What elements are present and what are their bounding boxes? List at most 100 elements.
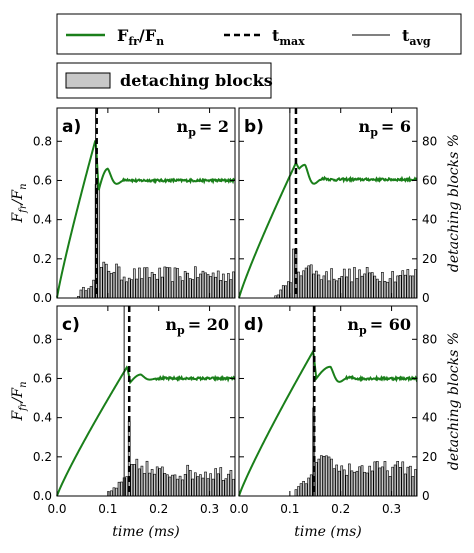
bar <box>342 469 346 497</box>
bar <box>117 481 121 497</box>
bar <box>153 274 156 299</box>
x-axis-label: time (ms) <box>112 524 180 540</box>
bar <box>206 274 210 299</box>
bar <box>221 273 225 299</box>
bar <box>325 271 328 299</box>
bar <box>330 268 333 299</box>
bar <box>312 273 316 299</box>
ylabel-sub2: n <box>18 381 29 387</box>
bar <box>206 478 210 497</box>
bar <box>120 279 123 299</box>
bar <box>317 274 321 299</box>
bar <box>196 476 200 497</box>
y-tick-label: 0.4 <box>33 213 52 227</box>
bar <box>348 463 351 497</box>
bar <box>378 281 382 299</box>
bar <box>403 473 407 497</box>
bar <box>168 476 172 497</box>
x-tick-label: 0.3 <box>382 502 401 516</box>
panel-d: 0.0 0.1 0.2 0.3 0 20 40 60 80 d) np = 60 detaching b… <box>229 305 462 540</box>
np-sub: p <box>177 324 185 337</box>
legend-label-bars: detaching blocks <box>120 71 273 90</box>
bar <box>302 480 305 497</box>
bar <box>358 466 361 497</box>
bar <box>332 468 336 497</box>
bar <box>150 469 154 497</box>
bar <box>370 470 374 497</box>
x-tick-label: 0.1 <box>98 502 117 516</box>
bar <box>227 473 230 497</box>
bar <box>112 487 116 497</box>
bar <box>322 455 326 497</box>
bar <box>358 269 361 299</box>
bar <box>360 275 364 299</box>
x-tick-label: 0.2 <box>149 502 168 516</box>
legend-top: Ffr/Fn tmax tavg <box>56 13 462 55</box>
bar <box>393 281 397 299</box>
bar <box>320 279 323 299</box>
bar <box>176 268 179 299</box>
legend-label-friction: Ffr/Fn <box>117 26 164 48</box>
ylabel-main: F <box>10 410 26 422</box>
y-right-tick-label: 80 <box>422 134 437 148</box>
bar <box>112 271 116 299</box>
bar <box>125 476 129 497</box>
bar <box>403 274 407 299</box>
bar <box>99 266 103 299</box>
bar <box>183 271 187 299</box>
bar <box>110 273 113 299</box>
bar <box>211 272 215 299</box>
bar <box>155 466 159 497</box>
x-tick-label: 0.1 <box>280 502 299 516</box>
bar <box>302 270 305 299</box>
bar <box>232 478 235 497</box>
plot-frame <box>56 305 236 497</box>
bar <box>383 281 387 299</box>
np-sub: p <box>359 324 367 337</box>
bar <box>279 289 283 299</box>
bar <box>153 473 156 497</box>
bar <box>150 272 154 299</box>
bar <box>132 464 136 497</box>
bar <box>342 268 346 299</box>
bar <box>292 248 295 299</box>
bar <box>348 268 351 299</box>
np-sub: p <box>370 126 378 139</box>
bar <box>406 466 410 497</box>
y-axis-label: Ffr/Fn <box>10 381 29 421</box>
bar <box>297 486 300 497</box>
y-tick-label: 0.2 <box>33 252 52 266</box>
bar <box>176 478 179 497</box>
bar <box>130 464 134 497</box>
x-tick-label: 0.2 <box>331 502 350 516</box>
bar <box>145 460 149 497</box>
bar <box>414 269 417 299</box>
bar <box>196 277 200 299</box>
bar <box>163 473 167 497</box>
bar <box>219 280 223 299</box>
panel-b: 0 20 40 60 80 b) np = 6 detaching blocks % <box>238 107 462 305</box>
bar <box>314 462 318 497</box>
friction-line <box>238 348 418 497</box>
bar <box>92 279 95 299</box>
bar <box>307 265 311 299</box>
bar <box>325 455 328 497</box>
bar <box>97 184 101 299</box>
bar <box>401 461 405 497</box>
bar <box>309 264 313 299</box>
bar <box>335 280 338 299</box>
np-label: np = 60 <box>347 315 411 337</box>
bar <box>191 279 195 299</box>
bar <box>299 275 303 299</box>
np-main: n <box>347 315 359 334</box>
y-axis-label: Ffr/Fn <box>10 183 29 223</box>
y-tick-label: 0.6 <box>33 371 52 385</box>
bar <box>299 483 303 497</box>
bar <box>383 461 387 497</box>
legend-bars: detaching blocks <box>56 62 273 99</box>
bar <box>309 474 313 497</box>
bar <box>232 271 235 299</box>
bar <box>368 272 372 299</box>
